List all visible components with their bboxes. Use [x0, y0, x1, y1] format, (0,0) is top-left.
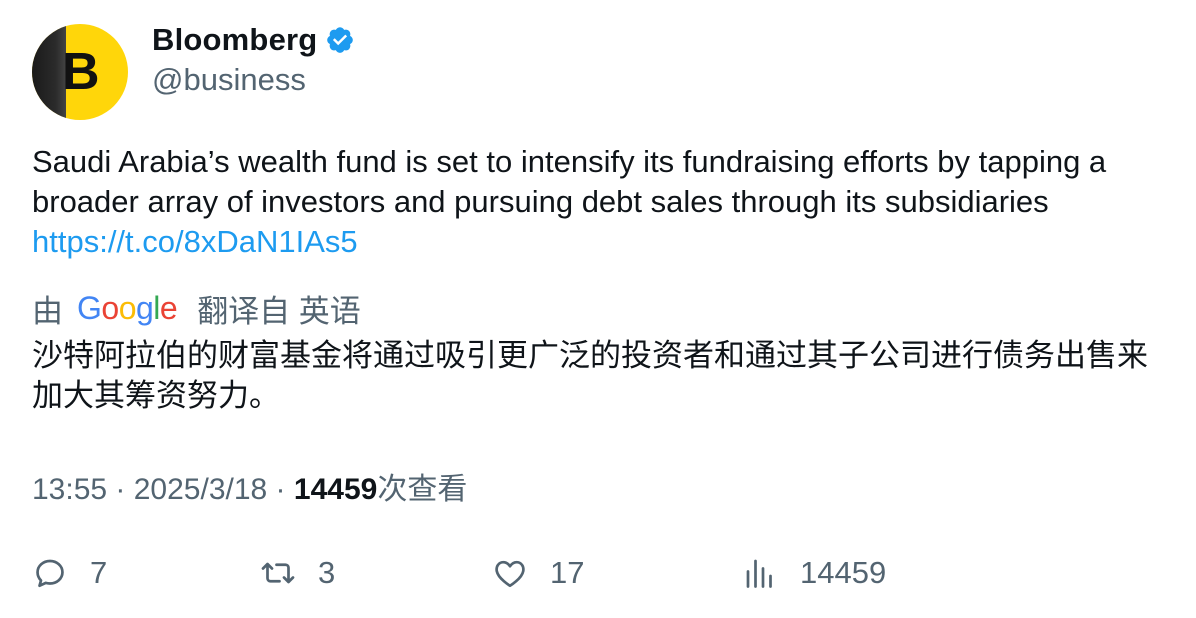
meta-separator: ·	[267, 473, 294, 506]
views-label: 次查看	[377, 473, 468, 506]
meta-separator: ·	[107, 473, 134, 506]
retweet-button[interactable]: 3	[260, 548, 335, 598]
reply-icon	[36, 559, 64, 588]
author-handle[interactable]: @business	[152, 62, 306, 97]
translated-from-label[interactable]: 翻译自 英语	[197, 294, 361, 329]
bar-chart-icon	[746, 559, 772, 588]
google-logo-letter: o	[101, 290, 119, 326]
heart-icon	[495, 560, 525, 588]
tweet-link[interactable]: https://t.co/8xDaN1IAs5	[32, 224, 358, 259]
google-logo-letter: g	[135, 290, 154, 326]
tweet-text: Saudi Arabia’s wealth fund is set to int…	[32, 142, 1172, 262]
views-stat: 14459	[800, 555, 887, 590]
tweet-meta: 13:55 · 2025/3/18 · 14459次查看	[32, 464, 467, 508]
reply-count: 7	[90, 555, 108, 590]
verified-badge-icon[interactable]	[325, 25, 355, 55]
google-logo-letter: o	[118, 290, 137, 326]
action-bar: 7 3 17 14459	[0, 548, 1196, 598]
reply-button[interactable]: 7	[32, 548, 107, 598]
views-count: 14459	[293, 473, 378, 506]
retweet-icon	[261, 562, 295, 584]
like-button[interactable]: 17	[492, 548, 584, 598]
google-logo: Google	[77, 290, 178, 327]
retweet-count: 3	[318, 555, 336, 590]
translation-header: 由 Google 翻译自 英语	[32, 286, 361, 331]
tweet-body: Saudi Arabia’s wealth fund is set to int…	[32, 144, 1107, 219]
tweet-time[interactable]: 13:55	[32, 473, 108, 506]
tweet-date[interactable]: 2025/3/18	[133, 473, 268, 506]
google-logo-letter: l	[153, 290, 160, 326]
author-name-row: Bloomberg	[152, 22, 355, 58]
translated-by-label: 由	[32, 294, 63, 329]
like-count: 17	[550, 555, 585, 590]
views-button[interactable]: 14459	[742, 548, 886, 598]
author-name[interactable]: Bloomberg	[152, 22, 318, 57]
translated-text: 沙特阿拉伯的财富基金将通过吸引更广泛的投资者和通过其子公司进行债务出售来加大其筹…	[32, 338, 1148, 413]
google-logo-letter: G	[77, 290, 102, 326]
avatar-shade	[32, 24, 66, 120]
avatar[interactable]: B	[32, 24, 128, 120]
google-logo-letter: e	[159, 290, 178, 326]
avatar-letter: B	[62, 43, 100, 101]
